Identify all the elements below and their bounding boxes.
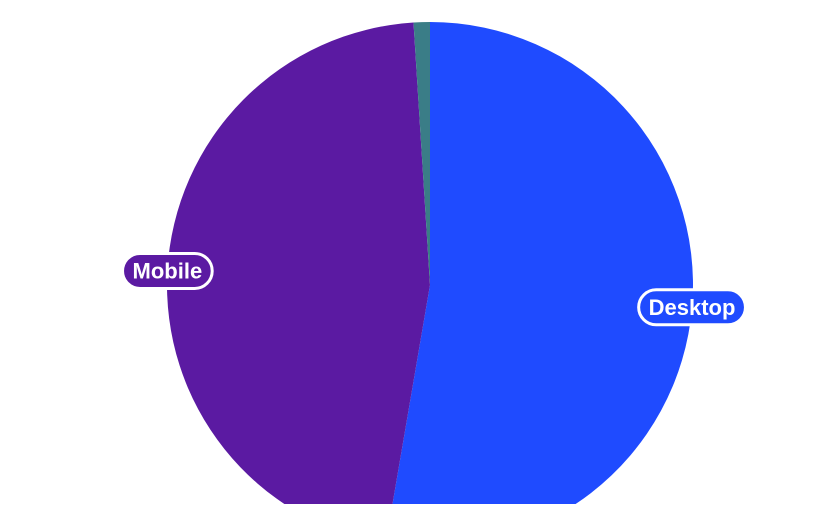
slice-label-text: Mobile — [133, 258, 203, 283]
slice-label-mobile: Mobile — [123, 253, 213, 288]
pie-slice-desktop — [386, 22, 693, 504]
slice-label-text: Desktop — [649, 295, 736, 320]
slice-label-desktop: Desktop — [639, 290, 746, 325]
pie-slices — [167, 22, 693, 504]
